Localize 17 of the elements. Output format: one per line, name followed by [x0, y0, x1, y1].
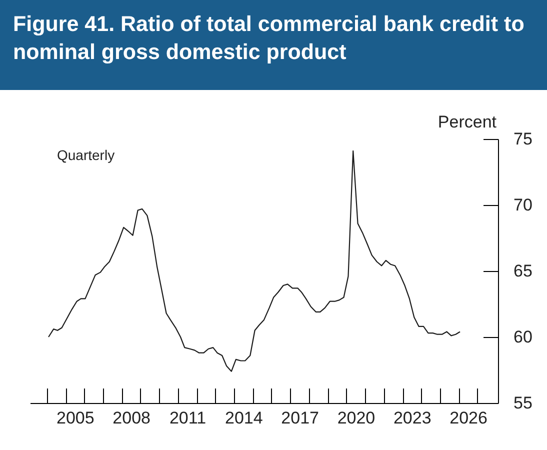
x-tick-label: 2017 [281, 408, 319, 428]
y-tick-label: 75 [514, 130, 532, 148]
y-tick-label: 70 [514, 196, 532, 214]
y-tick-label: 65 [514, 262, 532, 280]
x-tick-label: 2014 [224, 408, 263, 428]
x-tick-label: 2026 [450, 408, 488, 428]
y-tick-label: 60 [514, 328, 532, 346]
x-tick-label: 2023 [393, 408, 432, 428]
y-axis-title: Percent [438, 112, 497, 132]
line-series [48, 150, 461, 372]
y-tick-label: 55 [514, 394, 532, 412]
annotation: Quarterly [57, 147, 115, 163]
chart-title: Figure 41. Ratio of total commercial bank credit to nominal gross domestic product [0, 0, 547, 90]
x-tick-label: 2011 [169, 408, 206, 428]
x-tick-label: 2020 [337, 408, 376, 428]
x-tick-label: 2005 [56, 408, 94, 428]
x-tick-label: 2008 [112, 408, 150, 428]
